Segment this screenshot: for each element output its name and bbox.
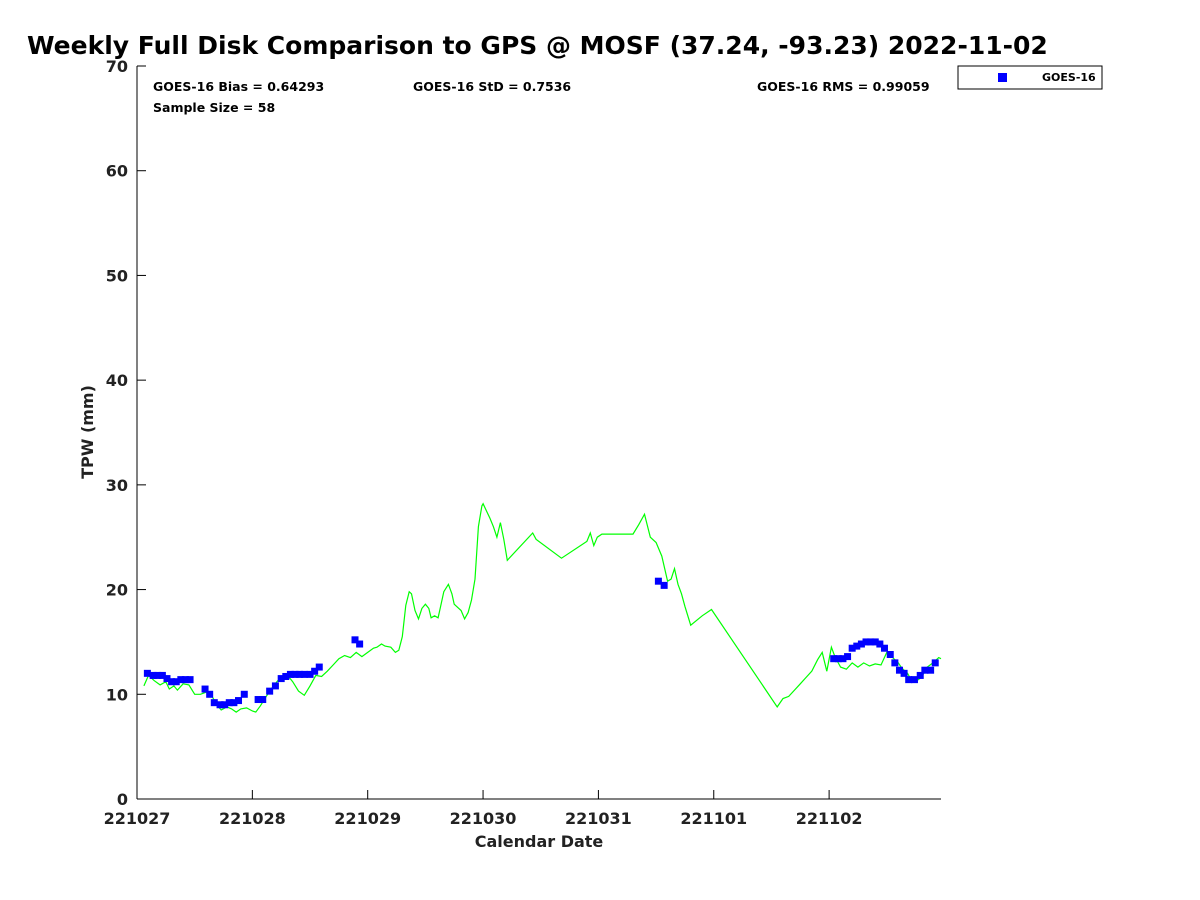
std-stat: GOES-16 StD = 0.7536 (413, 79, 571, 94)
x-tick-label: 221027 (104, 809, 171, 828)
goes16-point (660, 581, 668, 589)
goes16-point (853, 642, 861, 650)
plot-area (137, 66, 941, 799)
y-tick-label: 30 (106, 476, 128, 495)
goes16-point (848, 644, 856, 652)
goes16-point (172, 678, 180, 686)
goes16-point (266, 687, 274, 695)
goes16-point (905, 676, 913, 684)
goes16-point (201, 685, 209, 693)
goes16-point (351, 636, 359, 644)
goes16-point (143, 669, 151, 677)
goes16-point (235, 697, 243, 705)
x-tick-label: 221101 (680, 809, 747, 828)
goes16-point (900, 669, 908, 677)
goes16-point (654, 577, 662, 585)
x-tick-label: 221030 (450, 809, 517, 828)
goes16-point (158, 671, 166, 679)
x-tick-label: 221028 (219, 809, 286, 828)
goes16-point (225, 699, 233, 707)
goes16-point (311, 667, 319, 675)
goes16-point (168, 678, 176, 686)
x-axis-ticks: 221027 221028 221029 221030 221031 221101 2211… (104, 790, 863, 828)
gps-line (143, 502, 942, 713)
goes16-point (356, 640, 364, 648)
goes16-point (221, 701, 229, 709)
y-tick-label: 60 (106, 162, 128, 181)
goes16-point (154, 671, 162, 679)
goes16-point (867, 638, 875, 646)
goes16-point (210, 699, 218, 707)
goes16-point (254, 696, 262, 704)
goes16-point (259, 696, 267, 704)
goes16-point (216, 701, 224, 709)
goes16-point (921, 666, 929, 674)
y-tick-label: 50 (106, 266, 128, 285)
goes16-point (891, 659, 899, 667)
chart-title: Weekly Full Disk Comparison to GPS @ MOS… (27, 31, 1048, 60)
goes16-point (230, 699, 238, 707)
legend: GOES-16 (957, 65, 1103, 90)
bias-stat: GOES-16 Bias = 0.64293 (153, 79, 324, 94)
y-tick-label: 70 (106, 57, 128, 76)
gps-series (143, 502, 942, 713)
goes16-point (149, 671, 157, 679)
goes16-point (306, 670, 314, 678)
x-tick-label: 221029 (334, 809, 401, 828)
goes16-point (181, 676, 189, 684)
goes16-point (862, 638, 870, 646)
goes16-point (240, 690, 248, 698)
y-tick-label: 20 (106, 581, 128, 600)
x-tick-label: 221031 (565, 809, 632, 828)
y-axis-ticks: 0 10 20 30 40 50 60 70 (106, 57, 146, 809)
x-tick-label: 221102 (796, 809, 863, 828)
y-tick-label: 40 (106, 371, 128, 390)
goes16-point (931, 659, 939, 667)
goes16-point (834, 655, 842, 663)
goes16-point (286, 670, 294, 678)
goes16-point (927, 666, 935, 674)
goes16-point (895, 666, 903, 674)
goes16-point (300, 670, 308, 678)
goes16-point (206, 690, 214, 698)
goes16-point (163, 675, 171, 683)
goes16-point (296, 670, 304, 678)
goes16-point (839, 655, 847, 663)
legend-label-goes16: GOES-16 (1042, 71, 1096, 84)
y-tick-label: 10 (106, 685, 128, 704)
y-tick-label: 0 (117, 790, 128, 809)
goes16-point (277, 675, 285, 683)
goes16-point (271, 682, 279, 690)
goes16-point (315, 663, 323, 671)
goes16-point (910, 676, 918, 684)
goes16-point (186, 676, 194, 684)
goes16-point (876, 640, 884, 648)
goes16-point (871, 638, 879, 646)
goes16-point (291, 670, 299, 678)
rms-stat: GOES-16 RMS = 0.99059 (757, 79, 930, 94)
goes16-point (844, 653, 852, 661)
goes16-point (282, 672, 290, 680)
legend-box (957, 65, 1103, 90)
goes16-point (916, 671, 924, 679)
legend-marker-goes16 (998, 73, 1007, 82)
goes16-point (880, 644, 888, 652)
x-axis-label: Calendar Date (475, 832, 604, 851)
y-axis-label: TPW (mm) (78, 385, 97, 479)
goes16-point (886, 650, 894, 658)
goes16-point (830, 655, 838, 663)
goes16-point (177, 676, 185, 684)
goes16-point (857, 640, 865, 648)
sample-size-stat: Sample Size = 58 (153, 100, 275, 115)
goes16-series (143, 577, 939, 709)
